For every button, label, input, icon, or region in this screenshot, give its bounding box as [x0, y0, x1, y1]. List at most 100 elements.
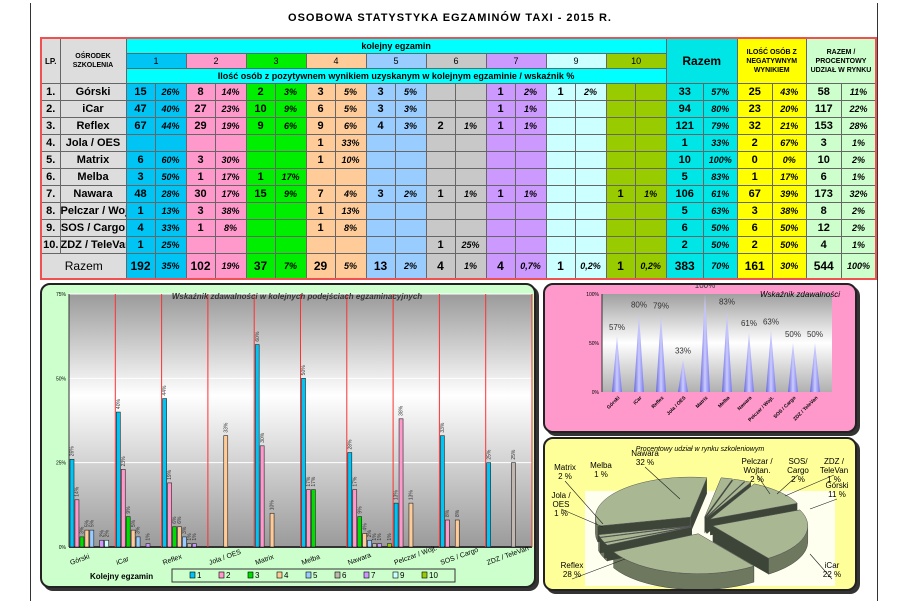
cone-Górski: [612, 336, 622, 392]
row-number: 10.: [40, 236, 61, 254]
category-label: Matrix: [695, 395, 710, 410]
market-percent: 1%: [840, 134, 877, 152]
pie-label-name: Reflex: [560, 561, 584, 570]
header-exam-4: 4: [305, 53, 367, 69]
total-percent: 50%: [702, 219, 738, 237]
exam-5-count: [365, 168, 396, 186]
exam-2-count: 1: [185, 168, 216, 186]
negative-percent: 43%: [771, 83, 807, 101]
negative-percent: 67%: [771, 134, 807, 152]
bar-iCar-exam-2: [120, 469, 126, 548]
pie-slice-Melba: [598, 525, 692, 538]
exam-9-count: [545, 134, 576, 152]
category-label: ZDZ / TeleVan: [486, 545, 530, 567]
legend-label: 1: [197, 571, 202, 580]
leader-line: [571, 558, 626, 580]
category-label: Reflex: [651, 395, 666, 410]
page-title: OSOBOWA STATYSTYKA EGZAMINÓW TAXI - 2015…: [288, 12, 612, 24]
bar-Górski-exam-7: [99, 539, 105, 548]
exam-4-percent: [334, 168, 367, 186]
header-market-share: RAZEM / PROCENTOWY UDZIAŁ W RYNKU: [805, 37, 877, 84]
leader-line: [784, 474, 835, 497]
negative-percent: 38%: [771, 202, 807, 220]
exam-5-count: 13: [365, 253, 396, 280]
bar-value-label: 40%: [116, 399, 122, 410]
exam-1-count: 192: [125, 253, 156, 280]
exam-4-count: 29: [305, 253, 336, 280]
exam-2-percent: 8%: [214, 219, 247, 237]
bar-SOS / Cargo-exam-2: [445, 519, 450, 548]
market-percent: 22%: [840, 100, 877, 118]
exam-9-percent: [574, 185, 607, 203]
total-percent: 61%: [702, 185, 738, 203]
exam-3-percent: [274, 219, 307, 237]
exam-4-percent: 5%: [334, 100, 367, 118]
exam-4-count: 7: [305, 185, 336, 203]
exam-9-percent: 2%: [574, 83, 607, 101]
exam-2-count: 27: [185, 100, 216, 118]
training-center-name: Jola / OES: [59, 134, 127, 152]
header-exam-2: 2: [185, 53, 247, 69]
negative-count: 67: [736, 185, 773, 203]
training-center-name: Pelczar / Wojt.: [59, 202, 127, 220]
exam-4-count: 9: [305, 117, 336, 135]
chart-title: Wskaźnik zdawalności: [760, 290, 840, 299]
cone-value-label: 57%: [609, 323, 625, 332]
exam-9-percent: [574, 219, 607, 237]
bar-value-label: 50%: [301, 365, 307, 376]
exam-3-count: [245, 151, 276, 169]
pie-slice-Reflex: [613, 533, 755, 574]
bar-value-label: 2%: [104, 529, 110, 537]
exam-9-count: [545, 117, 576, 135]
category-label: Górski: [69, 553, 91, 567]
exam-3-percent: 9%: [274, 185, 307, 203]
total-row: Razem 192 35% 102 19% 37 7% 29 5% 13 2% 4 1% 4 0,7% 1 0,…: [40, 253, 877, 280]
bar-value-label: 3%: [136, 526, 142, 534]
total-percent: 70%: [702, 253, 738, 280]
table-row: 5. Matrix 6 60% 3 30% 1 10% 10 100% 0 0% 10 2%: [40, 151, 877, 169]
bar-value-label: 6%: [172, 516, 178, 524]
exam-2-percent: [214, 134, 247, 152]
market-percent: 2%: [840, 151, 877, 169]
bar-iCar-exam-5: [135, 536, 141, 548]
pie-label-name: Jola / OES: [551, 491, 571, 509]
legend-label: 6: [342, 571, 347, 580]
exam-2-count: [185, 236, 216, 254]
bar-value-label: 1%: [192, 533, 198, 541]
exam-6-percent: [454, 83, 487, 101]
exam-2-count: [185, 134, 216, 152]
table-row: 2. iCar 47 40% 27 23% 10 9% 6 5% 3 3% 1 1% 94 80% 23 20% 1…: [40, 100, 877, 118]
legend-swatch: [276, 571, 283, 579]
exam-10-percent: [634, 168, 667, 186]
exam-6-percent: 1%: [454, 117, 487, 135]
header-subtitle: Ilość osób z pozytywnem wynikiem uzyskan…: [125, 68, 667, 84]
bar-chart-svg: 0%25%50%75%26%14%3%5%5%2%2%Górski40%23%9…: [56, 292, 533, 583]
total-label: Razem: [40, 253, 127, 280]
exam-5-percent: [394, 202, 427, 220]
pie-slice-Pelczar / Wojtan.: [704, 477, 733, 518]
bar-value-label: 3%: [182, 526, 188, 534]
exam-7-count: [485, 168, 516, 186]
market-share-chart: Procentowy udział w rynku szkoleniowym G…: [543, 437, 857, 591]
bar-Nawara-exam-7: [377, 543, 382, 548]
exam-7-count: [485, 134, 516, 152]
training-center-name: iCar: [59, 100, 127, 118]
legend-label: 2: [226, 571, 231, 580]
bar-value-label: 38%: [399, 405, 405, 416]
cone-value-label: 61%: [741, 319, 757, 328]
pie-slice-wall: [712, 525, 769, 575]
exam-4-percent: 6%: [334, 117, 367, 135]
y-tick-label: 50%: [589, 341, 600, 347]
bar-value-label: 5%: [84, 519, 90, 527]
bar-Nawara-exam-6: [372, 543, 377, 548]
bar-value-label: 8%: [445, 509, 451, 517]
pie-slice-wall: [690, 477, 707, 534]
market-count: 10: [805, 151, 842, 169]
exam-5-percent: [394, 219, 427, 237]
negative-count: 0: [736, 151, 773, 169]
legend-swatch: [334, 571, 341, 579]
exam-2-percent: 17%: [214, 168, 247, 186]
cone-value-label: 33%: [675, 347, 691, 356]
bar-Nawara-exam-3: [357, 516, 363, 548]
exam-6-percent: [454, 219, 487, 237]
